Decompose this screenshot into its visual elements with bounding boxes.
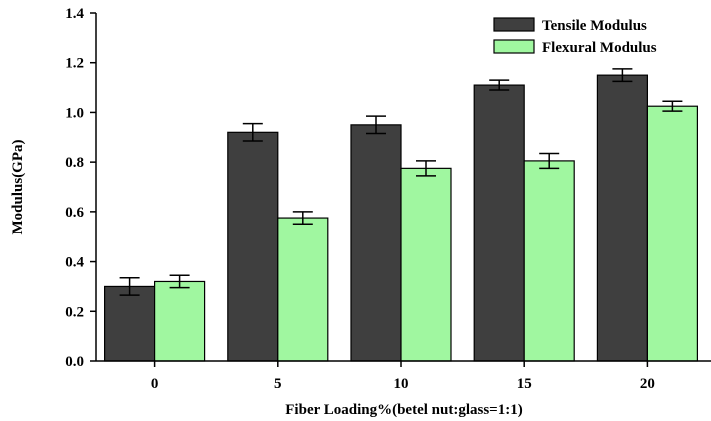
error-bar	[119, 276, 140, 296]
error-bar	[489, 79, 510, 91]
y-tick-label: 0.6	[65, 205, 84, 221]
bar-tensile-10	[350, 124, 402, 362]
error-bar	[416, 160, 436, 177]
bar-tensile-5	[227, 131, 279, 362]
legend: Tensile Modulus Flexural Modulus	[493, 17, 657, 56]
bar-flexural-15	[523, 160, 575, 362]
y-ticks: 0.0 0.2 0.4 0.6 0.8 1.0 1.2 1.4	[65, 6, 96, 370]
bar-tensile-0	[103, 285, 156, 362]
x-ticks: 0 5 10 15 20	[151, 361, 655, 392]
legend-swatch	[493, 39, 535, 54]
y-axis-title: Modulus(GPa)	[10, 139, 26, 234]
bar-flexural-10	[400, 167, 452, 362]
legend-label: Flexural Modulus	[542, 40, 657, 56]
bar-tensile-20	[596, 74, 649, 362]
bar-tensile-15	[473, 84, 525, 362]
error-bar	[612, 68, 633, 83]
bar-flexural-20	[646, 105, 699, 362]
y-tick-label: 0.4	[65, 255, 84, 271]
error-bar	[292, 211, 313, 226]
legend-label: Tensile Modulus	[542, 18, 647, 34]
y-tick-label: 0.8	[65, 155, 84, 171]
x-tick-label: 10	[394, 376, 409, 392]
error-bar	[366, 115, 386, 135]
y-tick-label: 0.0	[65, 354, 84, 370]
y-tick-label: 1.2	[65, 56, 84, 72]
error-bar	[662, 100, 683, 112]
axes	[95, 13, 711, 362]
error-bar	[539, 152, 560, 170]
plot-area	[103, 68, 699, 362]
bar-flexural-0	[154, 280, 206, 362]
legend-swatch	[493, 17, 535, 32]
bar-flexural-5	[277, 217, 329, 362]
error-bar	[169, 274, 190, 289]
y-tick-label: 1.0	[65, 105, 84, 121]
x-tick-label: 5	[274, 376, 282, 392]
x-tick-label: 0	[151, 376, 159, 392]
error-bar	[242, 122, 263, 142]
y-tick-label: 1.4	[65, 6, 84, 22]
x-tick-label: 15	[517, 376, 532, 392]
x-axis-title: Fiber Loading%(betel nut:glass=1:1)	[285, 402, 522, 418]
y-tick-label: 0.2	[65, 304, 84, 320]
x-tick-label: 20	[640, 376, 655, 392]
